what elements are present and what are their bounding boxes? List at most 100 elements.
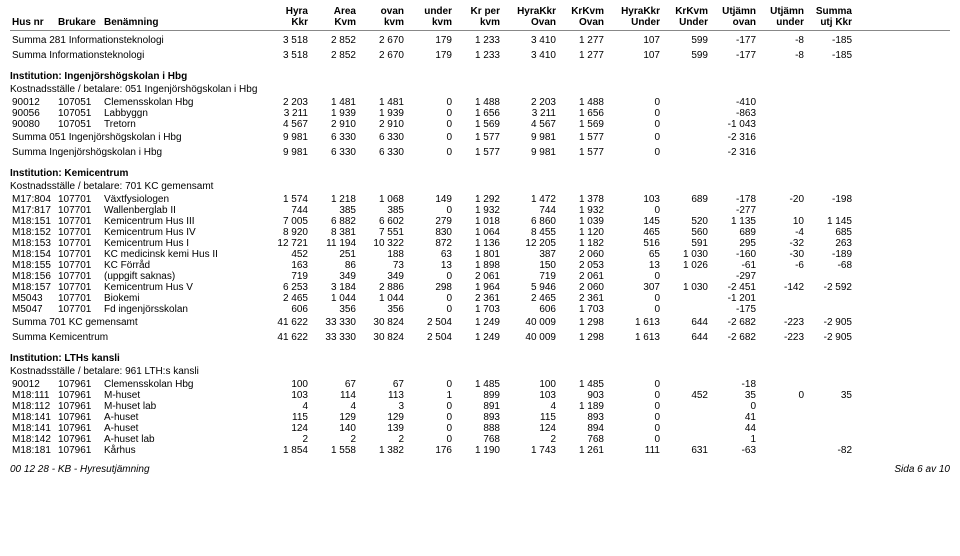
cell: 0 [406,423,454,434]
cell: 1 488 [558,97,606,108]
table-row: M5043 107701 Biokemi 2 4651 0441 04402 3… [10,293,950,304]
cell: 3 211 [502,108,558,119]
cell: 33 330 [310,317,358,328]
husnr: M18:154 [10,249,56,260]
cell: 4 567 [262,119,310,130]
cell: 63 [406,249,454,260]
cell: 689 [662,194,710,205]
husnr: 90012 [10,379,56,390]
table-row: 90080 107051 Tretorn 4 5672 9102 91001 5… [10,119,950,130]
cell: 888 [454,423,502,434]
h1: Hus nr [12,17,44,28]
cell: 41 [710,412,758,423]
cell: 452 [662,390,710,401]
husnr: M18:157 [10,282,56,293]
brukare: 107701 [56,238,102,249]
cell: 0 [606,423,662,434]
husnr: M18:142 [10,434,56,445]
cell: 2 060 [558,282,606,293]
cell: 113 [358,390,406,401]
table-row: M18:181 107961 Kårhus 1 8541 5581 382176… [10,445,950,456]
husnr: M18:153 [10,238,56,249]
cell: 2 361 [558,293,606,304]
cell: 179 [406,50,454,61]
brukare: 107701 [56,260,102,271]
husnr: 90056 [10,108,56,119]
cell: -410 [710,97,758,108]
cell: 12 205 [502,238,558,249]
cell: -177 [710,35,758,46]
cell: 10 322 [358,238,406,249]
cell: 111 [606,445,662,456]
cell: 145 [606,216,662,227]
cell: 685 [806,227,854,238]
brukare: 107701 [56,249,102,260]
summary-row: Summa 281 Informationsteknologi 3 5182 8… [10,35,950,46]
cell: 0 [606,147,662,158]
benamning: Tretorn [102,119,262,130]
cell: 73 [358,260,406,271]
cell: 9 981 [502,147,558,158]
table-row: M18:141 107961 A-huset 11512912908931158… [10,412,950,423]
cell: 0 [406,119,454,130]
cell: 349 [358,271,406,282]
cell: -32 [758,238,806,249]
cell: 1 136 [454,238,502,249]
cell: 1 145 [806,216,854,227]
cell: 41 622 [262,332,310,343]
cell: 1 485 [454,379,502,390]
cell: 349 [310,271,358,282]
cell: 163 [262,260,310,271]
cell: 40 009 [502,317,558,328]
cell: 1 577 [454,147,502,158]
cell: 0 [406,108,454,119]
benamning: M-huset [102,390,262,401]
cell: -185 [806,35,854,46]
cell: 107 [606,35,662,46]
cell: -2 316 [710,132,758,143]
cell: 115 [502,412,558,423]
benamning: KC medicinsk kemi Hus II [102,249,262,260]
cell: 6 330 [310,147,358,158]
cell: 0 [406,147,454,158]
cell: 115 [262,412,310,423]
cell: 5 946 [502,282,558,293]
brukare: 107051 [56,119,102,130]
summary-label: Summa 051 Ingenjörshögskolan i Hbg [10,132,262,143]
cell: 0 [406,132,454,143]
cell: 894 [558,423,606,434]
cell: -6 [758,260,806,271]
cell: 279 [406,216,454,227]
cell: -142 [758,282,806,293]
cell: 1 233 [454,35,502,46]
cell: 830 [406,227,454,238]
cell: 1 292 [454,194,502,205]
husnr: M18:111 [10,390,56,401]
benamning: Biokemi [102,293,262,304]
cell: 11 194 [310,238,358,249]
cell: 606 [262,304,310,315]
cell: 6 602 [358,216,406,227]
cell: 1 703 [454,304,502,315]
cell: 2 910 [358,119,406,130]
cell: 0 [606,434,662,445]
cell: 129 [358,412,406,423]
cell: 10 [758,216,806,227]
table-row: 90012 107961 Clemensskolan Hbg 100676701… [10,379,950,390]
table-row: M18:154 107701 KC medicinsk kemi Hus II … [10,249,950,260]
cell: 13 [406,260,454,271]
cell: 188 [358,249,406,260]
cell: 1 472 [502,194,558,205]
cell: 0 [606,390,662,401]
cell: 67 [310,379,358,390]
benamning: Wallenberglab II [102,205,262,216]
cell: 0 [606,379,662,390]
cell: 1 277 [558,50,606,61]
cell: 4 [262,401,310,412]
husnr: M5047 [10,304,56,315]
cell: 356 [310,304,358,315]
cell: 2 852 [310,35,358,46]
cell: -185 [806,50,854,61]
cell: -30 [758,249,806,260]
cell: 0 [406,434,454,445]
